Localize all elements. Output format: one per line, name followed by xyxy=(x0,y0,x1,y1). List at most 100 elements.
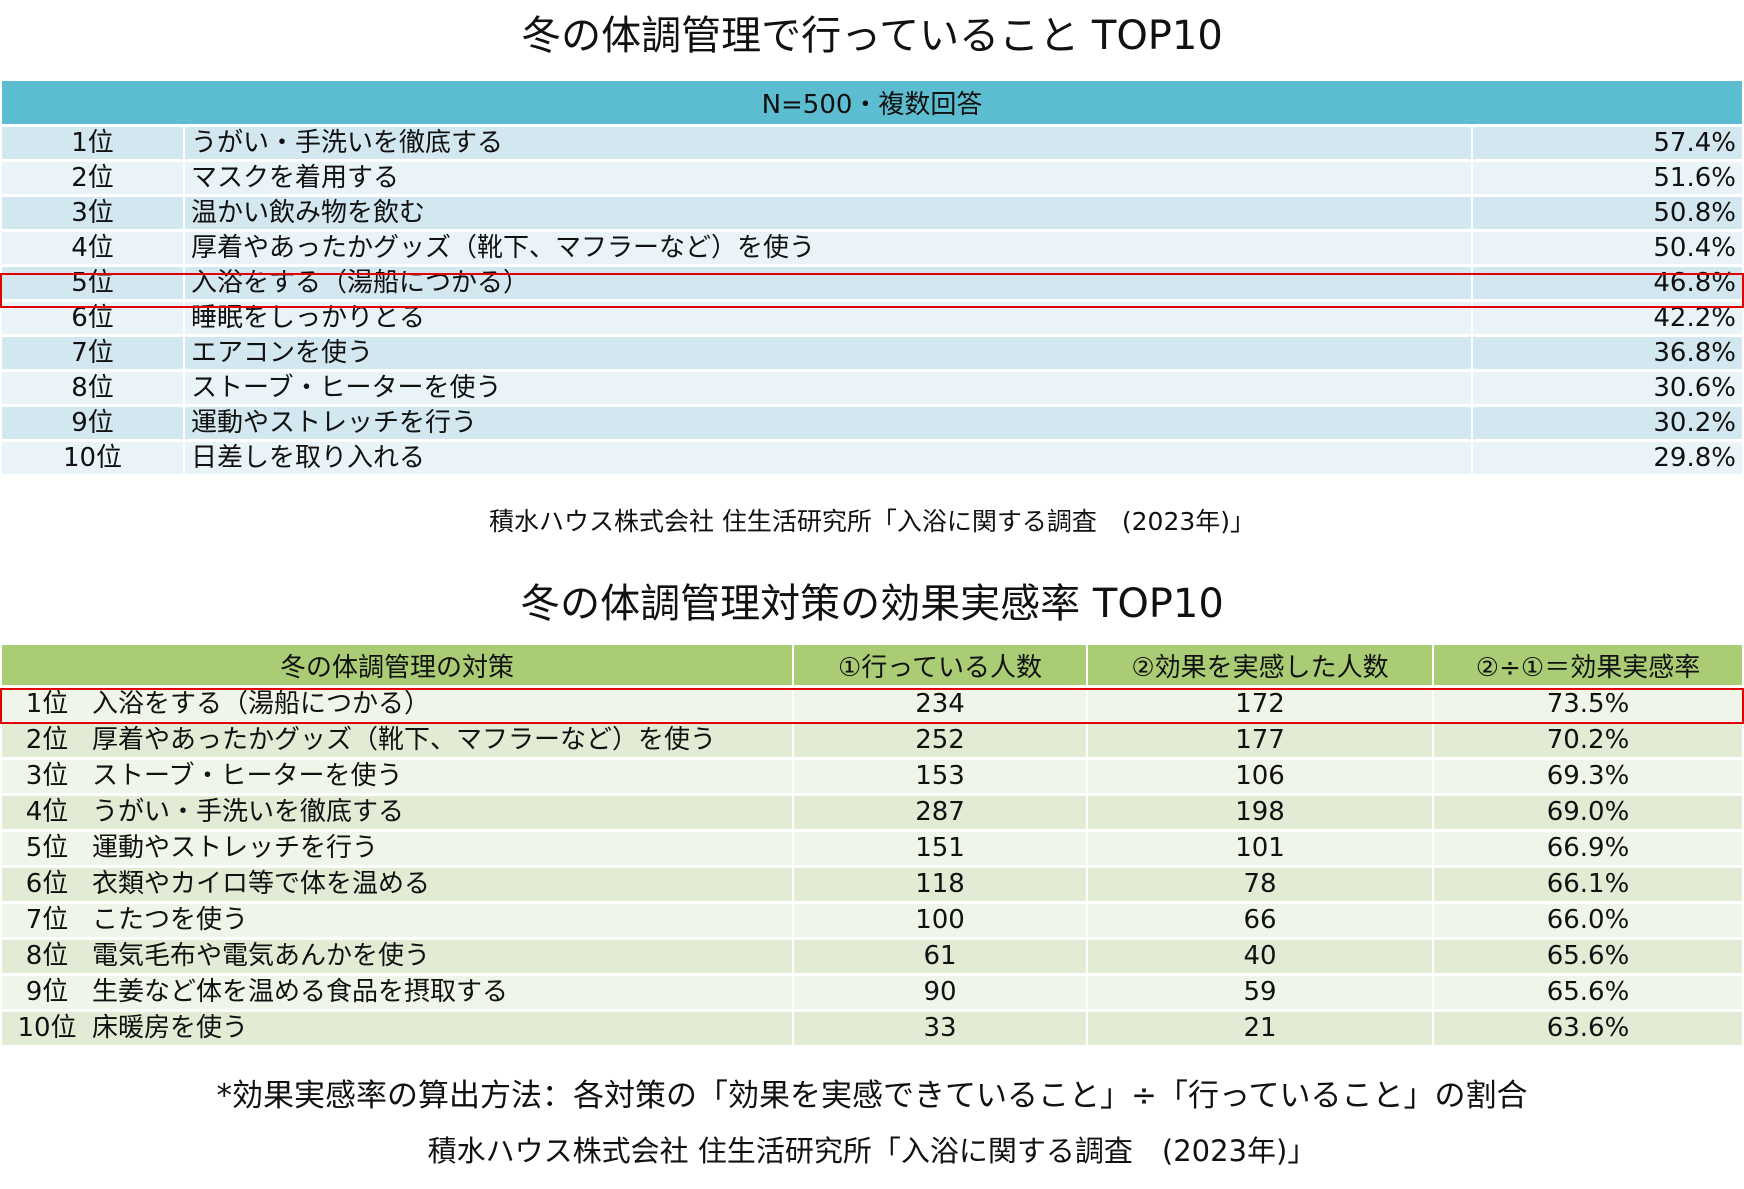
doing-count-cell: 61 xyxy=(794,940,1089,973)
table-row: 1位 入浴をする（湯船につかる） 234 172 73.5% xyxy=(2,688,1742,721)
header-felt: ②効果を実感した人数 xyxy=(1088,645,1435,685)
rank-cell: 1位 xyxy=(2,688,92,721)
doing-count-cell: 252 xyxy=(794,724,1089,757)
percent-cell: 46.8% xyxy=(1473,267,1742,299)
rate-cell: 63.6% xyxy=(1434,1012,1742,1045)
doing-count-cell: 287 xyxy=(794,796,1089,829)
item-cell: 温かい飲み物を飲む xyxy=(185,197,1473,229)
table2-note: *効果実感率の算出方法：各対策の「効果を実感できていること」÷「行っていること」… xyxy=(216,1078,1528,1114)
rate-cell: 65.6% xyxy=(1434,976,1742,1009)
table-row: 9位 生姜など体を温める食品を摂取する 90 59 65.6% xyxy=(2,976,1742,1009)
table2-title: 冬の体調管理対策の効果実感率 TOP10 xyxy=(520,581,1224,627)
table-row: 4位 うがい・手洗いを徹底する 287 198 69.0% xyxy=(2,796,1742,829)
table-row: 7位 エアコンを使う 36.8% xyxy=(2,337,1742,369)
table-row: 7位 こたつを使う 100 66 66.0% xyxy=(2,904,1742,937)
percent-cell: 36.8% xyxy=(1473,337,1742,369)
doing-count-cell: 33 xyxy=(794,1012,1089,1045)
rate-cell: 69.3% xyxy=(1434,760,1742,793)
rate-cell: 69.0% xyxy=(1434,796,1742,829)
table-row: 1位 うがい・手洗いを徹底する 57.4% xyxy=(2,127,1742,159)
table-row: 6位 睡眠をしっかりとる 42.2% xyxy=(2,302,1742,334)
rank-cell: 1位 xyxy=(2,127,185,159)
percent-cell: 29.8% xyxy=(1473,442,1742,474)
doing-count-cell: 100 xyxy=(794,904,1089,937)
rank-cell: 3位 xyxy=(2,197,185,229)
felt-count-cell: 78 xyxy=(1088,868,1435,901)
felt-count-cell: 177 xyxy=(1088,724,1435,757)
table-row: 10位 床暖房を使う 33 21 63.6% xyxy=(2,1012,1742,1045)
felt-count-cell: 198 xyxy=(1088,796,1435,829)
table-row: 2位 厚着やあったかグッズ（靴下、マフラーなど）を使う 252 177 70.2% xyxy=(2,724,1742,757)
item-cell: うがい・手洗いを徹底する xyxy=(185,127,1473,159)
item-cell: 電気毛布や電気あんかを使う xyxy=(92,940,795,973)
item-cell: 運動やストレッチを行う xyxy=(92,832,795,865)
table-row: 2位 マスクを着用する 51.6% xyxy=(2,162,1742,194)
rank-cell: 4位 xyxy=(2,232,185,264)
item-cell: こたつを使う xyxy=(92,904,795,937)
header-doing: ①行っている人数 xyxy=(794,645,1089,685)
header-measure: 冬の体調管理の対策 xyxy=(2,645,795,685)
item-cell: 睡眠をしっかりとる xyxy=(185,302,1473,334)
rank-cell: 3位 xyxy=(2,760,92,793)
item-cell: 厚着やあったかグッズ（靴下、マフラーなど）を使う xyxy=(185,232,1473,264)
item-cell: 入浴をする（湯船につかる） xyxy=(185,267,1473,299)
rate-cell: 70.2% xyxy=(1434,724,1742,757)
rank-cell: 5位 xyxy=(2,267,185,299)
table2-source: 積水ハウス株式会社 住生活研究所「入浴に関する調査 (2023年)」 xyxy=(427,1134,1317,1168)
item-cell: 入浴をする（湯船につかる） xyxy=(92,688,795,721)
table1-title: 冬の体調管理で行っていること TOP10 xyxy=(521,13,1223,59)
felt-count-cell: 40 xyxy=(1088,940,1435,973)
item-cell: 床暖房を使う xyxy=(92,1012,795,1045)
rank-cell: 2位 xyxy=(2,724,92,757)
felt-count-cell: 101 xyxy=(1088,832,1435,865)
item-cell: 厚着やあったかグッズ（靴下、マフラーなど）を使う xyxy=(92,724,795,757)
rank-cell: 7位 xyxy=(2,337,185,369)
doing-count-cell: 153 xyxy=(794,760,1089,793)
felt-count-cell: 66 xyxy=(1088,904,1435,937)
rank-cell: 9位 xyxy=(2,407,185,439)
felt-count-cell: 21 xyxy=(1088,1012,1435,1045)
doing-count-cell: 151 xyxy=(794,832,1089,865)
item-cell: 運動やストレッチを行う xyxy=(185,407,1473,439)
rank-cell: 2位 xyxy=(2,162,185,194)
percent-cell: 30.6% xyxy=(1473,372,1742,404)
item-cell: ストーブ・ヒーターを使う xyxy=(92,760,795,793)
item-cell: マスクを着用する xyxy=(185,162,1473,194)
effect-table: 冬の体調管理の対策 ①行っている人数 ②効果を実感した人数 ②÷①＝効果実感率 … xyxy=(2,642,1742,1048)
doing-count-cell: 234 xyxy=(794,688,1089,721)
rank-cell: 5位 xyxy=(2,832,92,865)
percent-cell: 50.8% xyxy=(1473,197,1742,229)
item-cell: 衣類やカイロ等で体を温める xyxy=(92,868,795,901)
item-cell: エアコンを使う xyxy=(185,337,1473,369)
rate-cell: 66.1% xyxy=(1434,868,1742,901)
rank-cell: 10位 xyxy=(2,442,185,474)
table-row: 4位 厚着やあったかグッズ（靴下、マフラーなど）を使う 50.4% xyxy=(2,232,1742,264)
rate-cell: 65.6% xyxy=(1434,940,1742,973)
rank-cell: 9位 xyxy=(2,976,92,1009)
table-row: 6位 衣類やカイロ等で体を温める 118 78 66.1% xyxy=(2,868,1742,901)
rate-cell: 66.9% xyxy=(1434,832,1742,865)
felt-count-cell: 59 xyxy=(1088,976,1435,1009)
table-row: 9位 運動やストレッチを行う 30.2% xyxy=(2,407,1742,439)
rate-cell: 73.5% xyxy=(1434,688,1742,721)
rank-cell: 8位 xyxy=(2,372,185,404)
rank-cell: 10位 xyxy=(2,1012,92,1045)
percent-cell: 51.6% xyxy=(1473,162,1742,194)
percent-cell: 50.4% xyxy=(1473,232,1742,264)
doing-count-cell: 90 xyxy=(794,976,1089,1009)
table-row: 8位 電気毛布や電気あんかを使う 61 40 65.6% xyxy=(2,940,1742,973)
item-cell: 生姜など体を温める食品を摂取する xyxy=(92,976,795,1009)
top10-table: N=500・複数回答 1位 うがい・手洗いを徹底する 57.4% 2位 マスクを着用する… xyxy=(2,78,1742,477)
table-row: 8位 ストーブ・ヒーターを使う 30.6% xyxy=(2,372,1742,404)
percent-cell: 42.2% xyxy=(1473,302,1742,334)
rank-cell: 4位 xyxy=(2,796,92,829)
table-row: 3位 ストーブ・ヒーターを使う 153 106 69.3% xyxy=(2,760,1742,793)
doing-count-cell: 118 xyxy=(794,868,1089,901)
item-cell: 日差しを取り入れる xyxy=(185,442,1473,474)
table-row: 5位 運動やストレッチを行う 151 101 66.9% xyxy=(2,832,1742,865)
felt-count-cell: 106 xyxy=(1088,760,1435,793)
felt-count-cell: 172 xyxy=(1088,688,1435,721)
item-cell: ストーブ・ヒーターを使う xyxy=(185,372,1473,404)
rate-cell: 66.0% xyxy=(1434,904,1742,937)
rank-cell: 6位 xyxy=(2,868,92,901)
